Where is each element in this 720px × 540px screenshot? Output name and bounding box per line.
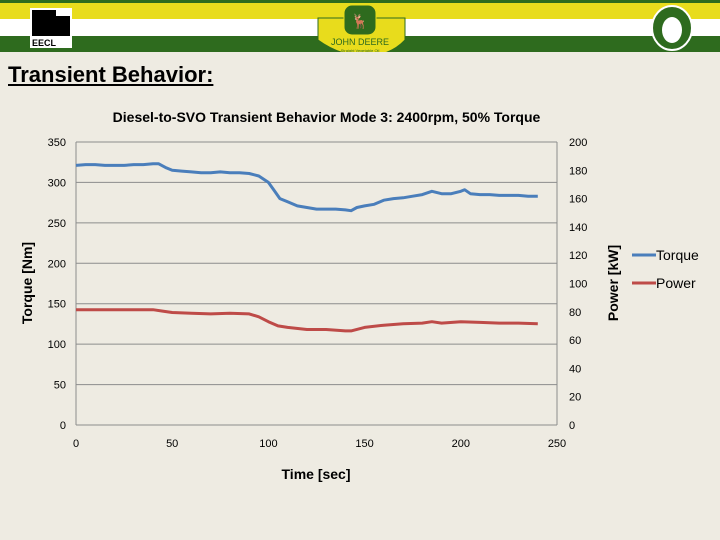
svg-text:JOHN DEERE: JOHN DEERE — [331, 37, 389, 47]
svg-text:Straight Vegetable Oil: Straight Vegetable Oil — [341, 48, 380, 52]
svg-text:🦌: 🦌 — [351, 13, 368, 30]
x-axis-label: Time [sec] — [282, 466, 351, 482]
y-tick-label: 150 — [48, 299, 66, 311]
legend-label-power: Power — [656, 275, 696, 291]
y2-tick-label: 100 — [569, 279, 587, 291]
x-tick-label: 150 — [355, 438, 373, 450]
x-tick-label: 50 — [166, 438, 178, 450]
eecl-logo: EECL — [30, 8, 72, 48]
x-tick-label: 200 — [452, 438, 470, 450]
chart-title: Diesel-to-SVO Transient Behavior Mode 3:… — [113, 109, 541, 125]
y-tick-label: 0 — [60, 420, 66, 432]
y-tick-label: 300 — [48, 177, 66, 189]
legend-label-torque: Torque — [656, 247, 699, 263]
series-line-torque — [75, 162, 538, 213]
y-axis-label: Torque [Nm] — [19, 242, 35, 324]
y2-tick-label: 0 — [569, 420, 575, 432]
slide-title: Transient Behavior: — [8, 62, 214, 87]
x-tick-label: 250 — [548, 438, 566, 450]
x-tick-label: 0 — [73, 438, 79, 450]
y-tick-label: 50 — [54, 380, 66, 392]
y2-tick-label: 40 — [569, 363, 581, 375]
series-line-power — [76, 308, 538, 333]
y2-tick-label: 120 — [569, 250, 587, 262]
y-tick-label: 200 — [48, 258, 66, 270]
y-tick-label: 250 — [48, 218, 66, 230]
y2-tick-label: 200 — [569, 137, 587, 149]
y-tick-label: 100 — [48, 339, 66, 351]
y-tick-label: 350 — [48, 137, 66, 149]
y2-tick-label: 160 — [569, 194, 587, 206]
y2-tick-label: 60 — [569, 335, 581, 347]
x-tick-label: 100 — [259, 438, 277, 450]
header-banner: EECL 🦌 JOHN DEERE Straight Vegetable Oil — [0, 0, 720, 52]
y2-tick-label: 80 — [569, 307, 581, 319]
y2-tick-label: 140 — [569, 222, 587, 234]
csu-ram-logo — [651, 5, 693, 51]
y2-tick-label: 20 — [569, 392, 581, 404]
john-deere-logo: 🦌 JOHN DEERE Straight Vegetable Oil — [331, 4, 389, 52]
svg-text:EECL: EECL — [32, 38, 57, 48]
y2-tick-label: 180 — [569, 165, 587, 177]
y2-axis-label: Power [kW] — [605, 245, 621, 321]
